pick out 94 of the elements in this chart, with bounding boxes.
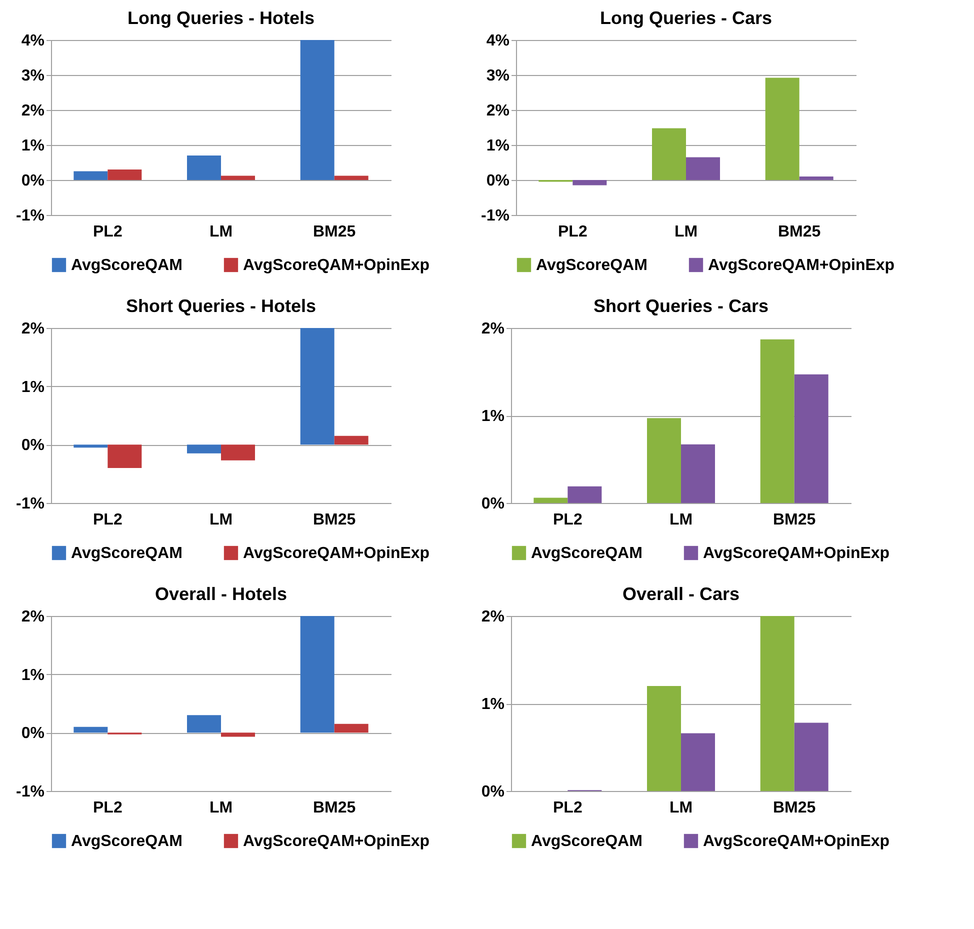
x-tick-label: PL2 <box>552 800 582 816</box>
bar <box>647 686 681 791</box>
y-tick-label: 4% <box>486 32 510 50</box>
y-tick-label: 1% <box>481 696 504 713</box>
y-tick-label: 1% <box>481 408 504 425</box>
bar <box>681 444 715 503</box>
bar <box>760 339 794 503</box>
y-tick-label: 2% <box>21 608 44 626</box>
chart-title: Short Queries - Cars <box>593 296 769 316</box>
bar <box>74 171 108 180</box>
y-tick-label: 0% <box>486 172 510 190</box>
x-tick-label: PL2 <box>558 224 588 240</box>
bar <box>334 436 368 445</box>
bar <box>221 444 255 460</box>
legend-label: AvgScoreQAM <box>71 545 182 562</box>
legend-label: AvgScoreQAM+OpinExp <box>243 833 430 850</box>
bar <box>647 418 681 503</box>
x-tick-label: PL2 <box>92 800 122 816</box>
bar <box>681 733 715 791</box>
legend-label: AvgScoreQAM <box>71 257 182 274</box>
bar <box>221 732 255 737</box>
x-tick-label: LM <box>209 224 233 240</box>
x-tick-label: LM <box>669 512 693 528</box>
y-tick-label: 2% <box>481 320 504 338</box>
chart-title: Long Queries - Cars <box>600 8 772 28</box>
y-tick-label: 0% <box>21 725 44 742</box>
x-tick-label: LM <box>669 800 693 816</box>
bar <box>794 374 828 503</box>
x-tick-label: BM25 <box>312 800 356 816</box>
bar <box>187 156 221 180</box>
legend-label: AvgScoreQAM <box>531 833 642 850</box>
y-tick-label: 3% <box>21 68 44 84</box>
x-tick-label: PL2 <box>92 512 122 528</box>
y-tick-label: 2% <box>21 320 44 338</box>
y-tick-label: 3% <box>486 68 510 84</box>
y-tick-label: 1% <box>486 138 510 154</box>
y-tick-label: 2% <box>486 102 510 120</box>
bar <box>74 444 108 448</box>
bar <box>765 78 800 180</box>
y-tick-label: 2% <box>481 608 504 626</box>
x-tick-label: BM25 <box>772 800 816 816</box>
bar <box>334 724 368 733</box>
legend-label: AvgScoreQAM+OpinExp <box>243 545 430 562</box>
bar <box>799 176 834 180</box>
y-tick-label: -1% <box>16 208 44 224</box>
bar <box>568 486 602 503</box>
x-tick-label: LM <box>209 512 233 528</box>
bar <box>108 170 142 180</box>
chart-title: Overall - Hotels <box>154 584 288 604</box>
y-tick-label: 1% <box>21 666 44 684</box>
bar <box>221 176 255 180</box>
bar <box>572 180 607 186</box>
chart-title: Long Queries - Hotels <box>127 8 315 28</box>
y-tick-label: 1% <box>21 138 44 154</box>
bar <box>760 616 794 791</box>
y-tick-label: 0% <box>481 496 504 512</box>
y-tick-label: 0% <box>21 172 44 190</box>
bar <box>187 444 221 454</box>
chart-title: Overall - Cars <box>622 584 740 604</box>
legend-label: AvgScoreQAM <box>536 257 648 274</box>
legend-label: AvgScoreQAM+OpinExp <box>708 257 895 274</box>
x-tick-label: LM <box>209 800 233 816</box>
bar <box>300 616 334 733</box>
bar <box>300 40 334 180</box>
legend-label: AvgScoreQAM+OpinExp <box>703 545 890 562</box>
y-tick-label: 1% <box>21 378 44 396</box>
y-tick-label: 4% <box>21 32 44 50</box>
legend-label: AvgScoreQAM <box>531 545 642 562</box>
bar <box>108 444 142 468</box>
chart-title: Short Queries - Hotels <box>126 296 316 316</box>
bar <box>686 157 720 180</box>
x-tick-label: LM <box>674 224 698 240</box>
y-tick-label: 2% <box>21 102 44 120</box>
y-tick-label: -1% <box>16 784 44 800</box>
x-tick-label: BM25 <box>778 224 821 240</box>
bar <box>300 328 334 445</box>
bar <box>652 128 686 180</box>
bar <box>794 722 828 791</box>
bar <box>74 726 108 733</box>
x-tick-label: BM25 <box>312 224 356 240</box>
x-tick-label: BM25 <box>312 512 356 528</box>
legend-label: AvgScoreQAM+OpinExp <box>703 833 890 850</box>
x-tick-label: BM25 <box>772 512 816 528</box>
x-tick-label: PL2 <box>92 224 122 240</box>
bar <box>534 498 568 503</box>
legend-label: AvgScoreQAM <box>71 833 182 850</box>
legend-label: AvgScoreQAM+OpinExp <box>243 257 430 274</box>
bar <box>334 176 368 180</box>
y-tick-label: 0% <box>21 437 44 454</box>
y-tick-label: -1% <box>16 496 44 512</box>
bar <box>187 715 221 733</box>
y-tick-label: 0% <box>481 784 504 800</box>
x-tick-label: PL2 <box>552 512 582 528</box>
y-tick-label: -1% <box>481 208 510 224</box>
